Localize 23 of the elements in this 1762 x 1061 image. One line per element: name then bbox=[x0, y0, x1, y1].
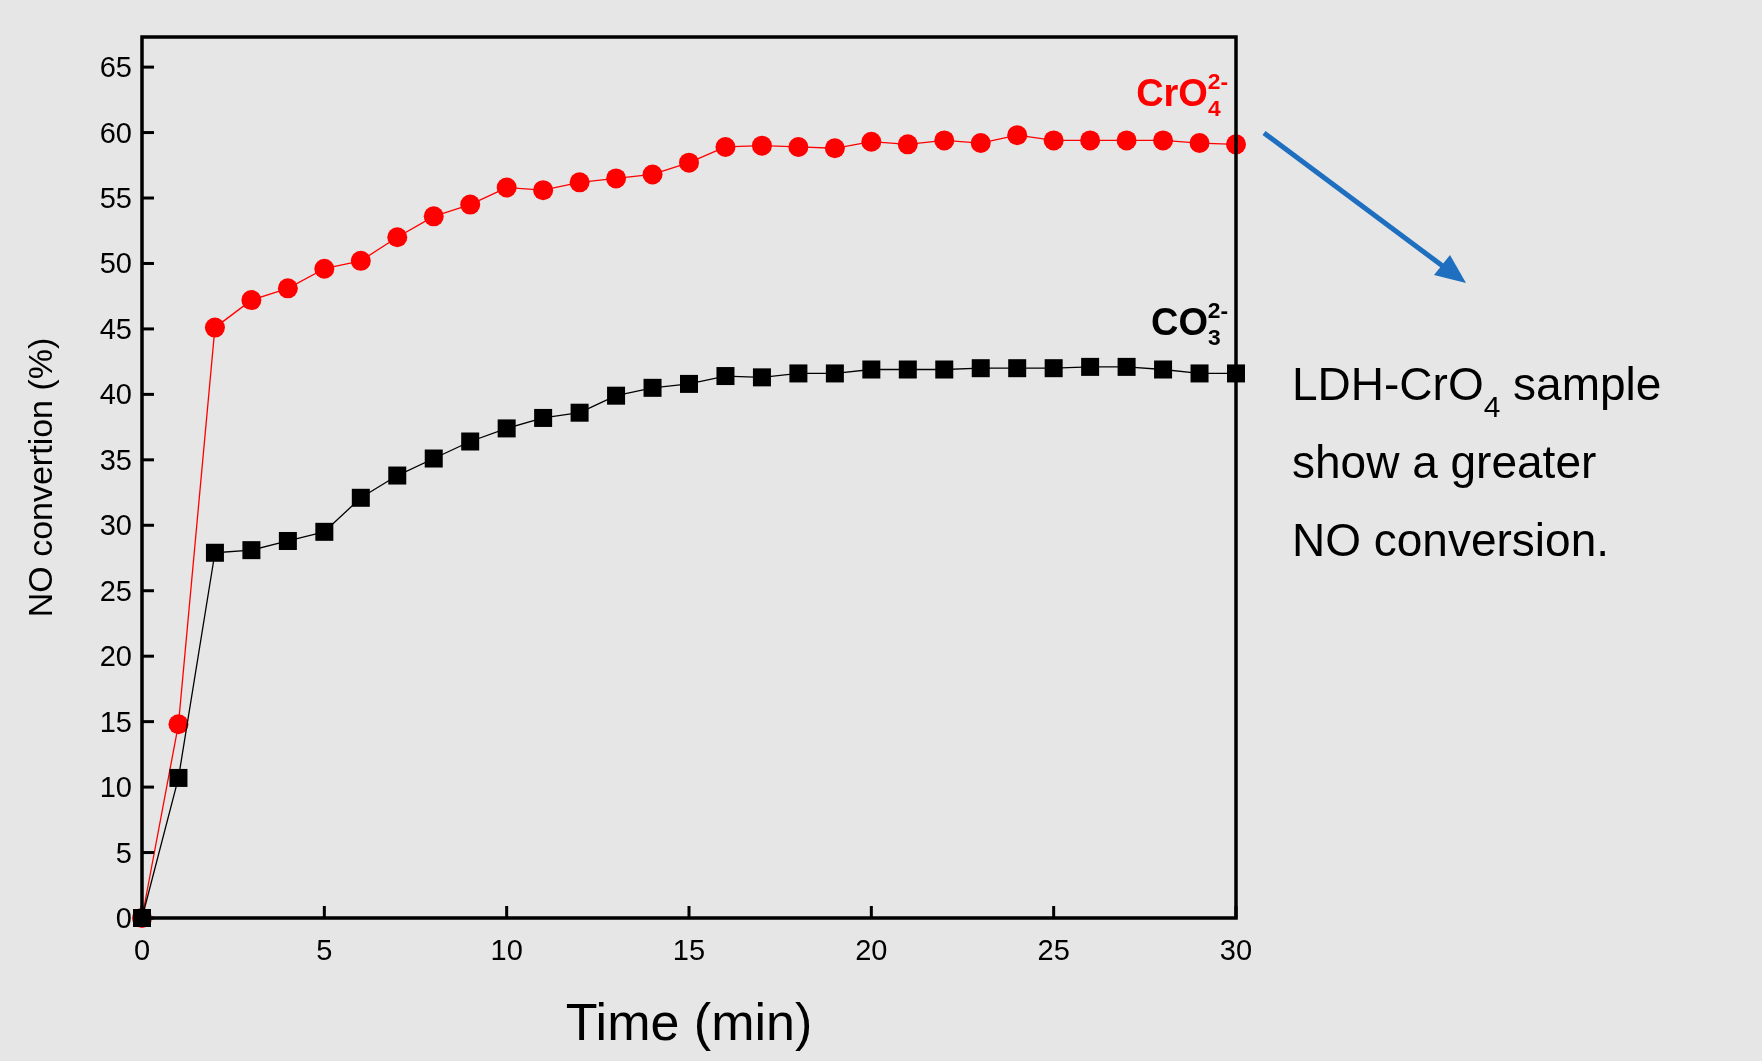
y-tick-label: 0 bbox=[115, 902, 132, 934]
y-tick-label: 25 bbox=[99, 574, 132, 607]
y-tick-label: 5 bbox=[115, 836, 132, 869]
x-tick-label: 20 bbox=[855, 934, 888, 966]
y-tick-label: 65 bbox=[99, 51, 132, 84]
x-tick-label: 10 bbox=[490, 934, 523, 966]
y-tick-label: 50 bbox=[99, 247, 132, 280]
y-tick-label: 45 bbox=[99, 312, 132, 345]
y-tick-label: 10 bbox=[99, 771, 132, 804]
y-tick-label: 35 bbox=[99, 443, 132, 476]
y-tick-label: 15 bbox=[99, 705, 132, 738]
text: LDH-CrO$_{4}$ sample show a greater NO conversion. bbox=[1292, 358, 1662, 566]
x-tick-label: 25 bbox=[1037, 934, 1070, 966]
x-tick-label: 15 bbox=[672, 934, 706, 966]
y-tick-label: 60 bbox=[99, 116, 132, 149]
y-tick-label: 55 bbox=[99, 182, 132, 215]
y-tick-label: 20 bbox=[99, 640, 132, 673]
x-tick-label: 5 bbox=[316, 934, 333, 966]
y-axis-title: NO convertion (%) bbox=[21, 337, 59, 618]
y-tick-label: 30 bbox=[99, 509, 132, 542]
y-tick-label: 40 bbox=[99, 378, 132, 411]
x-tick-label: 30 bbox=[1219, 934, 1253, 966]
x-axis-title: Time (min) bbox=[565, 993, 813, 1051]
